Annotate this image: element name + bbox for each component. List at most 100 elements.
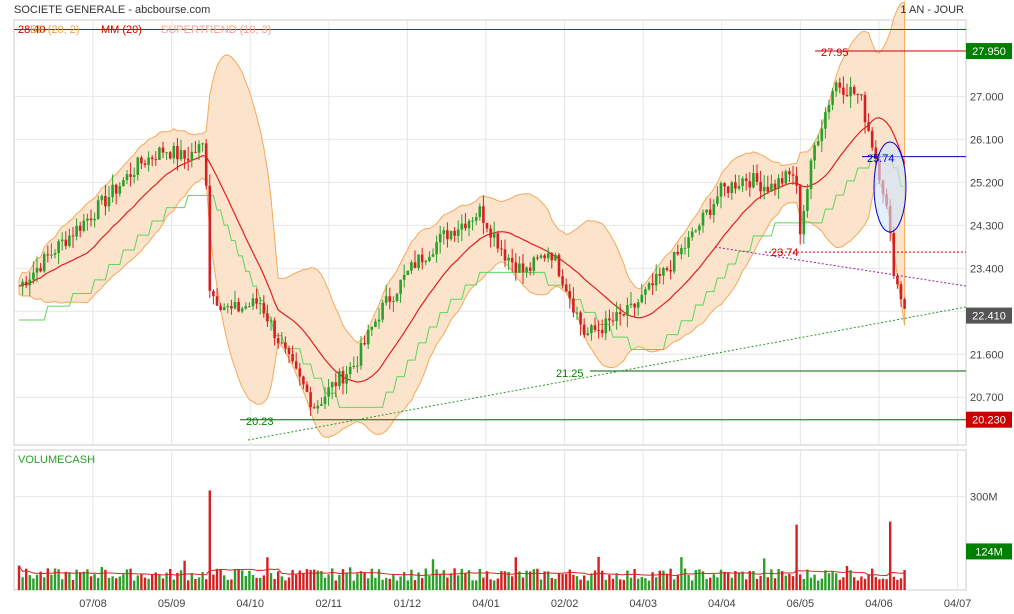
volume-bar (730, 577, 733, 590)
volume-bar (579, 579, 582, 590)
candle-body (143, 163, 147, 165)
volume-bar (899, 578, 903, 590)
volume-bar (140, 573, 143, 590)
volume-bar (349, 567, 352, 590)
candle-body (327, 387, 330, 397)
candle-body (42, 254, 46, 272)
candle-body (726, 186, 730, 193)
volume-bar (118, 576, 121, 590)
candle-body (658, 273, 662, 276)
volume-bar (176, 572, 179, 590)
volume-bar (842, 577, 845, 590)
candle-body (96, 200, 100, 219)
candle-body (665, 268, 669, 270)
candle-body (230, 306, 233, 309)
volume-bar (377, 569, 381, 590)
volume-bar (385, 577, 388, 590)
volume-bar (543, 571, 546, 590)
volume-bar (266, 557, 269, 590)
volume-bar (874, 577, 877, 590)
candle-body (255, 298, 258, 304)
volume-bar (845, 565, 849, 590)
candle-body (104, 195, 107, 207)
volume-bar (773, 578, 777, 590)
candle-body (158, 147, 161, 160)
candle-body (816, 141, 820, 146)
volume-bar (863, 578, 867, 590)
candle-body (129, 174, 132, 177)
date-tick-label: 05/09 (158, 598, 186, 610)
volume-bar (406, 580, 409, 590)
candle-body (867, 122, 870, 131)
candle-body (395, 293, 399, 301)
volume-bar (586, 580, 589, 590)
candle-body (870, 130, 874, 148)
volume-bar (547, 571, 550, 590)
volume-bar (53, 568, 57, 590)
candle-body (514, 262, 518, 273)
volume-bar (572, 574, 575, 590)
volume-bar (622, 579, 625, 590)
volume-bar (629, 577, 633, 590)
volume-bar (295, 574, 298, 590)
volume-bar (280, 576, 283, 590)
volume-bar (644, 578, 647, 590)
candle-body (248, 306, 251, 308)
candle-body (172, 146, 176, 159)
volume-bar (424, 568, 427, 590)
date-tick-label: 07/08 (79, 598, 107, 610)
candle-body (165, 152, 168, 154)
volume-bar (539, 579, 543, 590)
candle-body (24, 281, 28, 286)
volume-bar (100, 566, 103, 590)
candle-body (46, 254, 50, 256)
candle-body (849, 86, 852, 97)
volume-bar (835, 573, 838, 590)
candle-body (489, 228, 492, 238)
level-annotation: 25.74 (867, 153, 895, 165)
volume-bar (813, 574, 816, 590)
price-tick-label: 25.200 (970, 177, 1004, 189)
price-tag-box (966, 307, 1012, 324)
volume-bar (35, 574, 39, 590)
volume-bar (313, 569, 316, 590)
volume-bar (161, 578, 165, 590)
volume-bar (154, 572, 157, 590)
indicator-lines (18, 117, 906, 408)
candle-body (377, 319, 381, 322)
volume-bar (86, 569, 89, 590)
volume-bar (111, 576, 114, 590)
volume-bar (651, 572, 654, 590)
volume-bar (881, 578, 885, 590)
candle-body (528, 267, 532, 271)
volume-tag-text: 124M (975, 546, 1003, 558)
candle-body (892, 233, 896, 276)
candle-body (219, 305, 222, 310)
volume-bar (457, 575, 460, 590)
volume-bar (727, 572, 730, 590)
volume-bar (417, 572, 420, 590)
candle-body (244, 306, 248, 309)
volume-bar (676, 574, 679, 590)
price-tick-label: 24.300 (970, 220, 1004, 232)
volume-bar (305, 569, 309, 590)
candle-body (363, 343, 366, 345)
candle-body (680, 248, 683, 255)
candle-body (410, 262, 413, 271)
candle-body (190, 151, 194, 161)
volume-bar (28, 575, 31, 590)
volume-bar (165, 572, 168, 590)
volume-bar (388, 578, 391, 590)
volume-bar (687, 574, 690, 590)
candle-body (86, 218, 89, 221)
candle-body (406, 270, 410, 275)
volume-bar (172, 579, 175, 590)
candle-body (730, 182, 734, 193)
volume-bar (471, 580, 474, 590)
moving-average-line (18, 117, 906, 383)
volume-bar (802, 579, 805, 590)
volume-bar (889, 521, 892, 590)
volume-bar (370, 568, 373, 590)
period-label: 1 AN - JOUR (900, 4, 964, 16)
candle-body (161, 147, 165, 153)
